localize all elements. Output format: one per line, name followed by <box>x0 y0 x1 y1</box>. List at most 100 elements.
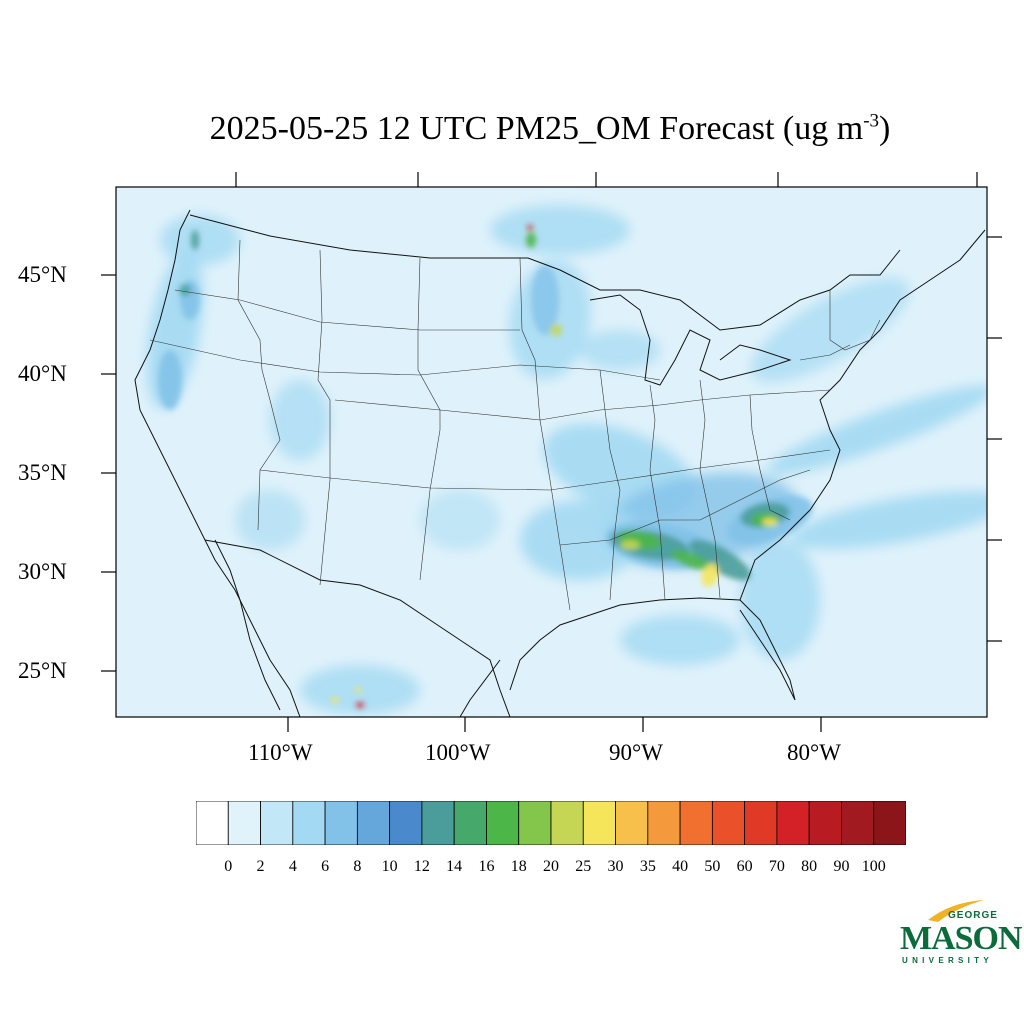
concentration-blob <box>527 225 533 231</box>
colorbar-swatch <box>873 801 906 845</box>
title-superscript: -3 <box>863 110 880 132</box>
logo-george: GEORGE <box>948 910 998 921</box>
colorbar-tick-label: 14 <box>446 858 463 875</box>
west-coast <box>134 209 301 717</box>
us-canada-border <box>189 214 901 331</box>
lat-label-25: 25°N <box>18 658 67 683</box>
colorbar-tick-label: 70 <box>768 858 785 875</box>
colorbar-swatch <box>679 801 713 845</box>
map-title: 2025-05-25 12 UTC PM25_OM Forecast (ug m… <box>0 110 1024 148</box>
colorbar-tick-label: 12 <box>413 858 430 875</box>
colorbar <box>196 801 906 845</box>
baja-coast <box>214 539 281 711</box>
colorbar-tick-label: 4 <box>288 858 297 875</box>
concentration-blob <box>767 385 987 475</box>
colorbar-tick-label: 2 <box>256 858 265 875</box>
us-mexico-border <box>204 539 511 717</box>
concentration-blob <box>235 490 305 550</box>
concentration-blob <box>160 215 240 265</box>
lat-label-40: 40°N <box>18 361 67 386</box>
colorbar-swatch <box>421 801 455 845</box>
map-frame <box>115 186 988 718</box>
colorbar-tick-label: 35 <box>639 858 656 875</box>
concentration-blob <box>671 550 709 570</box>
concentration-blob <box>179 284 191 296</box>
colorbar-swatch <box>324 801 358 845</box>
concentration-blob <box>550 324 562 336</box>
concentration-blob <box>520 500 640 580</box>
concentration-blob <box>331 697 339 703</box>
colorbar-tick-label: 90 <box>833 858 850 875</box>
lon-label-100w: 100°W <box>425 740 491 765</box>
colorbar-tick-label: 0 <box>224 858 233 875</box>
colorbar-tick-label: 10 <box>381 858 398 875</box>
coastlines-and-borders <box>134 209 986 717</box>
colorbar-swatch <box>486 801 520 845</box>
concentration-blob <box>701 563 719 587</box>
concentration-blob <box>490 205 630 255</box>
colorbar-swatch <box>615 801 649 845</box>
concentration-blob <box>355 687 361 693</box>
concentration-blob <box>620 540 640 550</box>
colorbar-swatch <box>550 801 584 845</box>
colorbar-tick-label: 30 <box>607 858 624 875</box>
colorbar-tick-label: 20 <box>543 858 559 875</box>
logo-mason: MASON <box>900 920 1023 957</box>
concentration-blob <box>526 232 536 248</box>
colorbar-swatch <box>744 801 778 845</box>
concentration-blob <box>531 265 559 335</box>
colorbar-swatch <box>260 801 294 845</box>
colorbar-swatch <box>389 801 423 845</box>
concentration-blob <box>270 380 330 460</box>
colorbar-swatch <box>711 801 746 845</box>
mexico-east-coast <box>459 659 501 717</box>
colorbar-swatch <box>356 801 391 845</box>
colorbar-swatch <box>196 801 229 845</box>
colorbar-tick-label: 80 <box>801 858 818 875</box>
colorbar-swatch <box>453 801 487 845</box>
lat-label-35: 35°N <box>18 460 67 485</box>
colorbar-swatch <box>292 801 326 845</box>
colorbar-tick-label: 8 <box>353 858 362 875</box>
title-main: 2025-05-25 12 UTC PM25_OM Forecast (ug m <box>209 110 864 147</box>
colorbar-swatch <box>582 801 616 845</box>
concentration-blob <box>762 518 778 526</box>
gulf-coast <box>509 597 796 701</box>
concentration-blob <box>191 230 199 250</box>
concentration-blob <box>356 702 364 708</box>
lat-label-45: 45°N <box>18 262 67 287</box>
colorbar-swatch <box>647 801 681 845</box>
colorbar-tick-label: 100 <box>861 858 886 875</box>
colorbar-tick-label: 60 <box>736 858 753 875</box>
colorbar-swatch <box>776 801 810 845</box>
concentration-blob <box>158 350 182 410</box>
gmu-logo: GEORGE MASON UNIVERSITY <box>896 898 1023 968</box>
great-lakes <box>589 294 792 386</box>
lon-label-90w: 90°W <box>609 740 663 765</box>
concentration-blob <box>689 539 751 581</box>
colorbar-swatch <box>841 801 875 845</box>
colorbar-tick-label: 6 <box>321 858 330 875</box>
concentration-blob <box>740 540 820 660</box>
colorbar-tick-label: 25 <box>575 858 592 875</box>
lon-label-110w: 110°W <box>248 740 313 765</box>
east-coast <box>739 229 986 601</box>
colorbar-tick-label: 40 <box>672 858 689 875</box>
logo-university: UNIVERSITY <box>902 956 994 965</box>
colorbar-tick-label: 16 <box>478 858 495 875</box>
concentration-blob <box>420 490 500 550</box>
colorbar-swatch <box>808 801 842 845</box>
logo-swoosh-icon <box>928 900 984 922</box>
concentration-blob <box>620 615 740 665</box>
lon-label-80w: 80°W <box>787 740 841 765</box>
title-close: ) <box>879 110 891 147</box>
colorbar-swatch <box>227 801 261 845</box>
colorbar-tick-label: 50 <box>704 858 721 875</box>
concentration-blob <box>580 330 660 370</box>
state-borders <box>149 239 881 611</box>
lat-label-30: 30°N <box>18 559 67 584</box>
tick-marks <box>101 172 1002 732</box>
colorbar-swatch <box>518 801 552 845</box>
colorbar-tick-label: 18 <box>510 858 527 875</box>
